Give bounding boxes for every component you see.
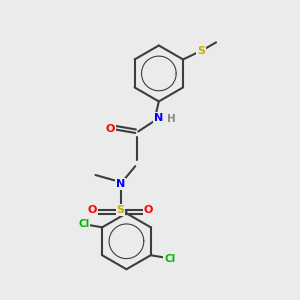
Text: O: O [106, 124, 115, 134]
Text: N: N [116, 179, 125, 189]
Text: H: H [167, 114, 176, 124]
Text: S: S [117, 206, 124, 215]
Text: S: S [197, 46, 205, 56]
Text: N: N [154, 112, 164, 123]
Text: Cl: Cl [164, 254, 176, 264]
Text: O: O [144, 206, 153, 215]
Text: O: O [88, 206, 97, 215]
Text: Cl: Cl [78, 219, 90, 229]
